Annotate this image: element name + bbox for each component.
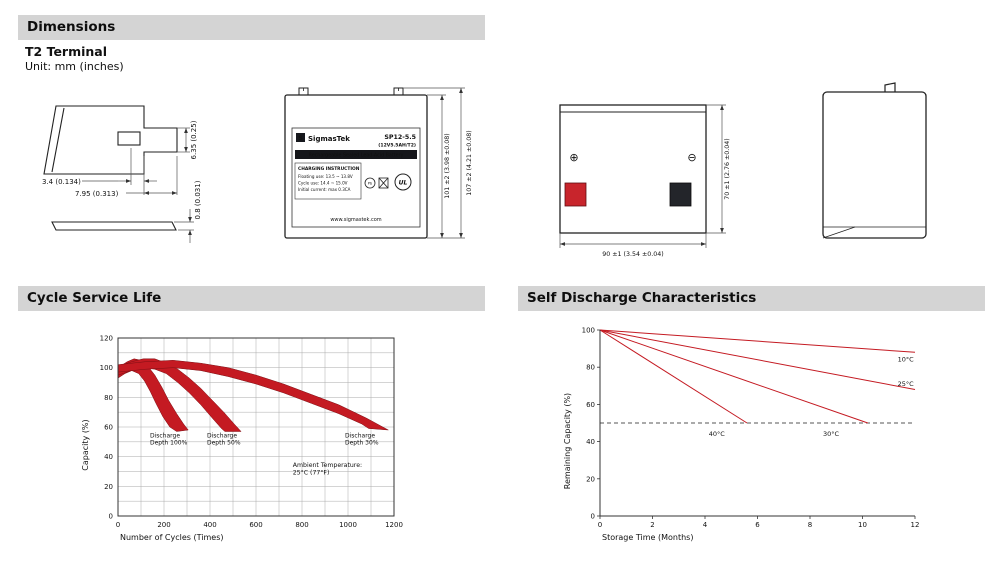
x-axis-label: Storage Time (Months): [602, 533, 693, 542]
charging-instruction-box: [294, 162, 362, 200]
annotation: Ambient Temperature: 25°C (77°F): [293, 462, 362, 477]
x-tick-label: 6: [755, 521, 760, 529]
y-tick-label: 80: [104, 394, 113, 402]
side-terminal-tab: [884, 82, 896, 92]
terminal-plate-profile: [51, 221, 177, 231]
brand-logo-letter: S: [298, 134, 303, 142]
plot-frame: [117, 337, 395, 517]
x-tick-label: 2: [650, 521, 654, 529]
terminal-type-label: T2 Terminal: [25, 44, 108, 59]
y-tick-label: 40: [586, 438, 595, 446]
y-axis-label: Capacity (%): [81, 419, 90, 470]
x-tick-label: 400: [203, 521, 216, 529]
charging-line-1: Floating use: 13.5 ~ 13.8V: [298, 174, 353, 179]
pb-text: Pb: [368, 182, 373, 186]
y-tick-label: 100: [100, 364, 113, 372]
y-tick-label: 80: [586, 364, 595, 372]
series-line: [599, 329, 916, 390]
y-tick-label: 60: [104, 424, 113, 432]
y-tick-label: 20: [104, 483, 113, 491]
brand-logo-icon: [296, 133, 305, 142]
dimensions-section-header: Dimensions: [18, 15, 485, 40]
dim-tab-thickness: 0.8 (0.031): [194, 180, 202, 219]
y-tick-label: 20: [586, 475, 595, 483]
positive-polarity-icon: ⊕: [569, 151, 578, 164]
positive-terminal-marker: [564, 182, 587, 207]
series-label: 25°C: [898, 380, 915, 388]
y-tick-label: 0: [591, 513, 595, 521]
dim-total-height: 107 ±2 (4.21 ±0.08): [466, 130, 473, 196]
terminal-dimension-lines: [82, 127, 194, 243]
y-tick-label: 40: [104, 453, 113, 461]
front-dimension-lines: [403, 87, 465, 239]
series-label: 40°C: [709, 430, 726, 438]
x-tick-label: 800: [295, 521, 308, 529]
self-discharge-header: Self Discharge Characteristics: [518, 286, 985, 311]
band-label: Discharge Depth 30%: [345, 432, 379, 446]
x-axis-label: Number of Cycles (Times): [120, 533, 224, 542]
series-line: [599, 329, 868, 424]
series-label: 30°C: [823, 430, 840, 438]
x-tick-label: 4: [703, 521, 708, 529]
battery-type-text: Rechargeable Sealed Lead-Acid Battery: [309, 152, 404, 158]
negative-polarity-icon: ⊖: [687, 151, 696, 164]
x-tick-label: 12: [911, 521, 920, 529]
ul-icon: UL: [394, 173, 412, 191]
y-axis-label: Remaining Capacity (%): [563, 393, 572, 489]
y-tick-label: 0: [109, 513, 113, 521]
x-tick-label: 1200: [385, 521, 403, 529]
series-line: [599, 329, 748, 424]
self-discharge-chart: 10°C 25°C 30°C 40°C 0 2 4 6 8 10 12 0 20 40 60 80 100 Sto…: [563, 327, 920, 543]
website-text: www.sigmastek.com: [330, 217, 381, 223]
y-tick-label: 100: [582, 327, 595, 335]
top-view-outline: [559, 104, 707, 234]
series-label: 10°C: [898, 356, 915, 364]
model-number: SP12-5.5: [384, 134, 416, 141]
x-tick-label: 10: [858, 521, 867, 529]
top-dimension-lines: [559, 104, 726, 248]
battery-top-view-drawing: ⊕ ⊖ 70 ±1 (2.76 ±0.04) 90 ±1 (3.54 ±0.04…: [559, 104, 731, 258]
charging-line-3: Initial current: max 0.3CA: [298, 187, 351, 192]
battery-front-view-drawing: S SigmasTek SP12-5.5 (12V5.5AH/T2) Recha…: [284, 87, 473, 239]
cycle-service-life-header: Cycle Service Life: [18, 286, 485, 311]
battery-label: [291, 127, 421, 228]
type-banner: [295, 150, 417, 159]
x-tick-label: 0: [598, 521, 602, 529]
x-tick-label: 0: [116, 521, 120, 529]
terminal-profile-outline: [43, 105, 178, 175]
band-label: Discharge Depth 50%: [207, 432, 241, 446]
x-tick-label: 1000: [339, 521, 357, 529]
battery-case-outline: [284, 87, 428, 239]
band-area: [117, 360, 389, 431]
x-tick-label: 600: [249, 521, 262, 529]
cycle-service-life-chart: Discharge Depth 100% Discharge Depth 50% Dis…: [81, 335, 403, 543]
dim-slot-offset: 3.4 (0.134): [42, 178, 81, 186]
brand-name: SigmasTek: [308, 135, 350, 143]
battery-side-view-drawing: [822, 82, 927, 239]
charging-title: CHARGING INSTRUCTION: [298, 166, 360, 172]
dim-width: 90 ±1 (3.54 ±0.04): [602, 251, 664, 258]
dim-tab-length: 7.95 (0.313): [75, 190, 119, 198]
t2-terminal-detail-drawing: 6.35 (0.25) 3.4 (0.134) 7.95 (0.313) 0.8…: [42, 105, 202, 243]
charging-line-2: Cycle use: 14.4 ~ 15.0V: [298, 181, 348, 186]
x-tick-label: 200: [157, 521, 170, 529]
crossed-bin-icon: [378, 177, 389, 189]
dim-case-height: 101 ±2 (3.98 ±0.08): [444, 133, 451, 199]
rating-text: (12V5.5AH/T2): [378, 143, 416, 149]
negative-terminal-marker: [669, 182, 692, 207]
band-label: Discharge Depth 100%: [150, 432, 188, 446]
y-tick-label: 60: [586, 401, 595, 409]
unit-note: Unit: mm (inches): [25, 60, 124, 73]
ul-text: UL: [399, 180, 408, 187]
dim-depth: 70 ±1 (2.76 ±0.04): [724, 138, 731, 200]
y-tick-label: 120: [100, 335, 113, 343]
x-tick-label: 8: [808, 521, 812, 529]
series-line: [599, 329, 916, 353]
side-view-outline: [822, 82, 927, 239]
dim-tab-width: 6.35 (0.25): [190, 120, 198, 159]
pb-recycle-icon: Pb: [364, 177, 376, 189]
